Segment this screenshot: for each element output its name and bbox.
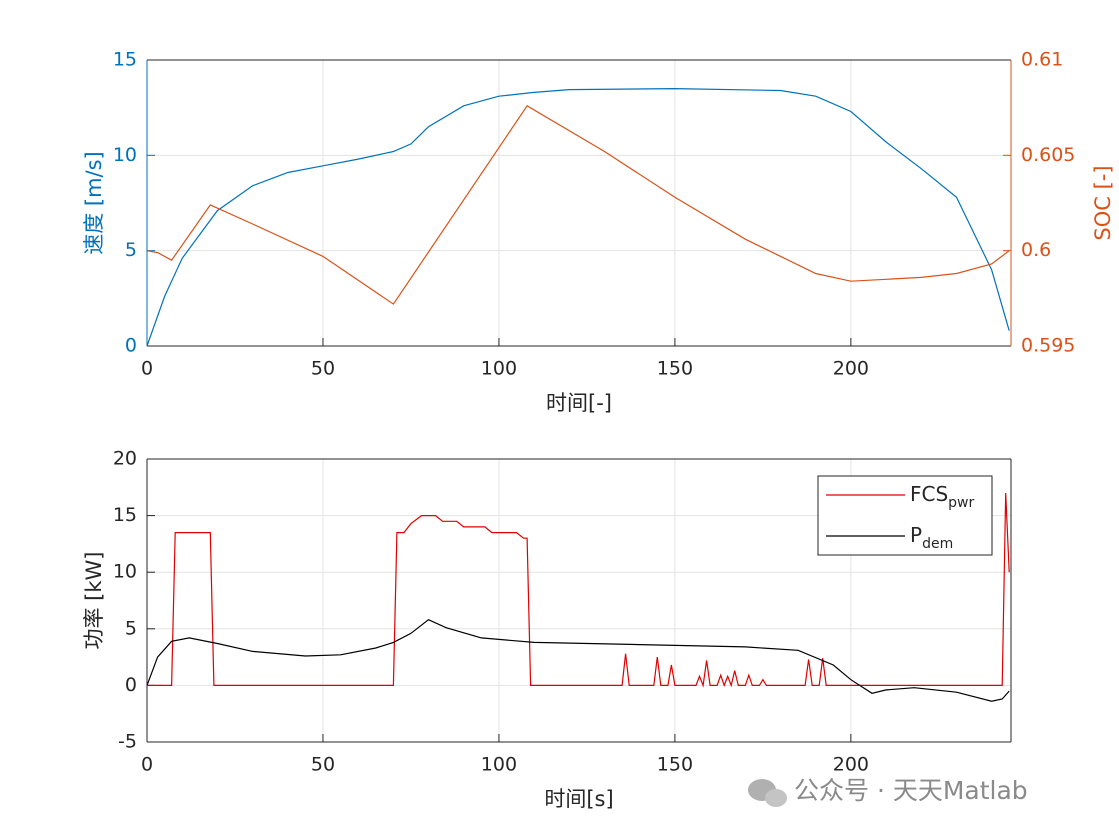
x-tick-label: 150 — [657, 754, 693, 776]
x-tick-label: 200 — [833, 754, 869, 776]
legend-name: P — [910, 523, 922, 547]
legend-label: FCSpwr — [910, 482, 975, 512]
y-tick-label: 0 — [125, 674, 137, 696]
y-tick-label: -5 — [118, 731, 137, 753]
data-line — [146, 619, 1010, 702]
y-axis-label: 速度 [m/s] — [82, 151, 106, 255]
legend-subscript: pwr — [948, 495, 974, 511]
y2-tick-label: 0.6 — [1021, 239, 1051, 261]
x-tick-label: 100 — [481, 754, 517, 776]
y2-tick-label: 0.605 — [1021, 144, 1075, 166]
y-tick-label: 0 — [125, 335, 137, 357]
data-line — [146, 104, 1010, 305]
x-tick-label: 50 — [311, 358, 335, 380]
axes-box — [147, 59, 1011, 347]
y2-tick-label: 0.595 — [1021, 335, 1075, 357]
watermark-icon — [748, 779, 787, 807]
x-tick-label: 0 — [141, 358, 153, 380]
y-tick-label: 20 — [113, 448, 137, 470]
y-tick-label: 5 — [125, 239, 137, 261]
y2-axis-label: SOC [-] — [1091, 165, 1115, 240]
series-group — [146, 492, 1010, 702]
data-line — [146, 87, 1010, 347]
x-tick-label: 50 — [311, 754, 335, 776]
x-tick-label: 150 — [657, 358, 693, 380]
y2-tick-label: 0.61 — [1021, 49, 1063, 71]
y-tick-label: 15 — [113, 49, 137, 71]
x-tick-label: 200 — [833, 358, 869, 380]
y-tick-label: 15 — [113, 504, 137, 526]
legend-box — [817, 475, 993, 556]
axes-box — [147, 458, 1011, 743]
legend-subscript: dem — [922, 536, 953, 552]
x-tick-label: 100 — [481, 358, 517, 380]
y-tick-label: 10 — [113, 144, 137, 166]
y-axis-label: 功率 [kW] — [82, 552, 106, 650]
legend-name: FCS — [910, 482, 948, 506]
y-tick-label: 5 — [125, 617, 137, 639]
legend-label: Pdem — [910, 523, 953, 553]
x-tick-label: 0 — [141, 754, 153, 776]
series-group — [146, 87, 1010, 347]
x-axis-label: 时间[s] — [544, 787, 613, 811]
y-tick-label: 10 — [113, 561, 137, 583]
x-axis-label: 时间[-] — [546, 391, 612, 415]
watermark: 公众号 · 天天Matlab — [794, 776, 1028, 805]
data-line — [147, 492, 1010, 688]
plot-area — [147, 60, 1011, 346]
